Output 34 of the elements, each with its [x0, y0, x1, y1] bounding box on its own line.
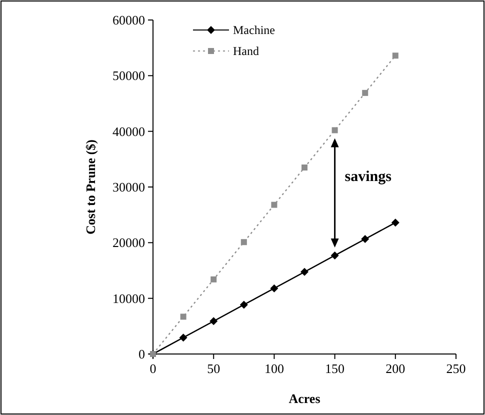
x-tick-label: 0	[150, 361, 156, 376]
point	[271, 202, 278, 208]
y-tick-label: 40000	[112, 124, 145, 139]
point	[392, 52, 398, 59]
point	[210, 317, 218, 326]
point	[361, 235, 370, 244]
y-tick-label: 0	[138, 346, 145, 362]
point	[210, 276, 217, 282]
y-tick-label: 50000	[112, 68, 145, 84]
x-axis-title: Acres	[288, 391, 320, 406]
legend-label: Machine	[233, 23, 275, 38]
x-tick-label: 250	[446, 361, 466, 376]
y-tick-label: 20000	[112, 235, 145, 250]
annotation: savings	[344, 168, 392, 185]
point	[332, 127, 338, 134]
y-tick-label: 10000	[112, 290, 145, 306]
point	[240, 239, 247, 246]
y-tick-label: 60000	[112, 12, 145, 28]
point	[391, 218, 400, 227]
x-tick-label: 50	[207, 361, 220, 376]
point	[302, 164, 308, 171]
x-tick-label: 200	[386, 361, 406, 376]
point	[179, 334, 188, 342]
point	[300, 268, 308, 276]
y-tick-label: 30000	[112, 180, 145, 195]
legend-label: Hand	[233, 44, 259, 58]
x-tick-label: 100	[264, 361, 284, 376]
point	[270, 284, 278, 292]
point	[240, 300, 248, 309]
point	[330, 251, 339, 260]
y-axis-title: Cost to Prune ($)	[83, 140, 98, 234]
point	[180, 314, 186, 320]
point	[362, 90, 368, 96]
x-tick-label: 150	[325, 361, 345, 376]
